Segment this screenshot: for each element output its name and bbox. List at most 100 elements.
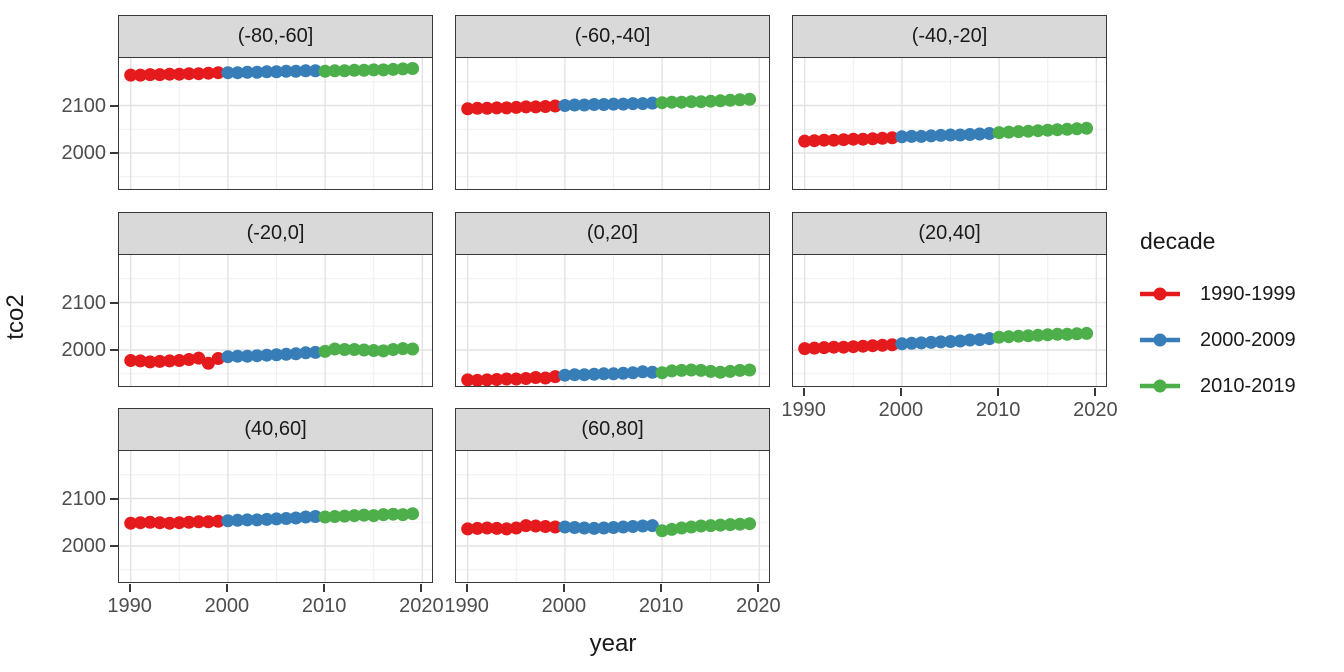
data-point [1080, 121, 1094, 135]
data-point [837, 132, 851, 146]
data-point [1050, 122, 1064, 136]
data-point [529, 99, 543, 113]
data-point [743, 363, 757, 376]
data-point [490, 521, 504, 535]
data-point [221, 349, 235, 363]
data-point [577, 98, 591, 111]
data-point [694, 519, 708, 532]
data-point [607, 520, 620, 534]
data-point [713, 518, 727, 532]
facet-strip: (-20,0] [118, 212, 433, 255]
x-tick-label: 2010 [301, 595, 347, 617]
data-point [386, 507, 400, 521]
data-point [461, 101, 475, 115]
data-point [211, 514, 225, 528]
data-point [934, 128, 948, 142]
data-point [733, 363, 747, 377]
x-tick-label: 2000 [541, 595, 587, 617]
data-point [299, 510, 313, 523]
data-point [895, 129, 909, 143]
data-point [270, 347, 283, 361]
x-tick-mark [899, 388, 902, 396]
series-points-2010-2019 [655, 516, 757, 537]
series-points-1990-1999 [124, 351, 225, 370]
data-point [817, 133, 831, 147]
data-point [807, 133, 821, 147]
facet-panel [118, 253, 433, 387]
data-point [875, 131, 889, 145]
data-point [1021, 328, 1035, 342]
data-point [856, 339, 870, 353]
data-point [347, 508, 361, 522]
data-point [260, 348, 274, 362]
data-point [607, 366, 620, 380]
data-point [1021, 124, 1035, 138]
data-point [143, 515, 157, 529]
data-point [963, 127, 977, 141]
data-point [376, 507, 390, 521]
grid-major-lines [456, 254, 769, 386]
data-point [817, 340, 831, 354]
data-point [597, 521, 611, 534]
data-point [509, 521, 523, 534]
data-point [153, 515, 167, 529]
data-point [548, 369, 562, 383]
data-point [636, 96, 650, 110]
data-point [982, 331, 996, 345]
data-point [538, 519, 552, 533]
y-tick-label: 2000 [61, 339, 107, 361]
data-point [1080, 326, 1094, 340]
data-point [299, 345, 313, 359]
data-point [645, 518, 659, 532]
data-point [386, 62, 400, 76]
data-point [124, 353, 138, 367]
data-point [626, 96, 640, 110]
grid-minor-lines [119, 254, 432, 386]
data-point [240, 65, 254, 79]
data-point [500, 100, 514, 114]
legend-entry-label: 2010-2019 [1200, 374, 1296, 397]
data-point [597, 97, 611, 111]
data-point [308, 509, 322, 523]
series-points-2010-2019 [992, 121, 1094, 139]
data-point [934, 334, 948, 348]
data-point [529, 370, 543, 384]
data-point [192, 514, 206, 528]
data-point [963, 333, 977, 346]
data-point [367, 343, 381, 357]
series-points-2000-2009 [221, 63, 322, 79]
data-point [480, 372, 494, 386]
facet-panel [792, 253, 1107, 387]
x-tick-mark [225, 584, 228, 592]
data-point [357, 508, 371, 522]
data-point [406, 506, 420, 520]
data-point [328, 342, 342, 355]
data-point [665, 363, 679, 377]
data-point [480, 521, 494, 534]
data-point [856, 132, 870, 146]
facet-strip-label: (-60,-40] [574, 25, 651, 47]
series-points-2010-2019 [655, 363, 757, 379]
data-point [318, 510, 332, 523]
series-points-2010-2019 [655, 92, 757, 109]
data-point [318, 344, 332, 358]
data-point [665, 95, 679, 109]
data-point [367, 508, 381, 522]
facet-strip: (40,60] [118, 408, 433, 451]
series-points-2010-2019 [992, 326, 1094, 344]
data-point [143, 67, 157, 81]
y-tick-label: 2100 [61, 94, 107, 117]
data-point [201, 356, 215, 370]
data-point [587, 367, 601, 381]
legend-entry: 2000-2009 [1140, 325, 1340, 355]
facet: (40,60] [118, 408, 433, 583]
y-tick-label: 2000 [61, 142, 107, 164]
data-point [231, 349, 245, 363]
data-point [675, 95, 689, 109]
data-point [338, 509, 352, 523]
grid-major-lines [793, 57, 1106, 189]
series-points-1990-1999 [798, 130, 899, 148]
data-point [914, 335, 928, 349]
facet-strip: (-80,-60] [118, 15, 433, 58]
y-tick-label: 2100 [61, 487, 107, 510]
